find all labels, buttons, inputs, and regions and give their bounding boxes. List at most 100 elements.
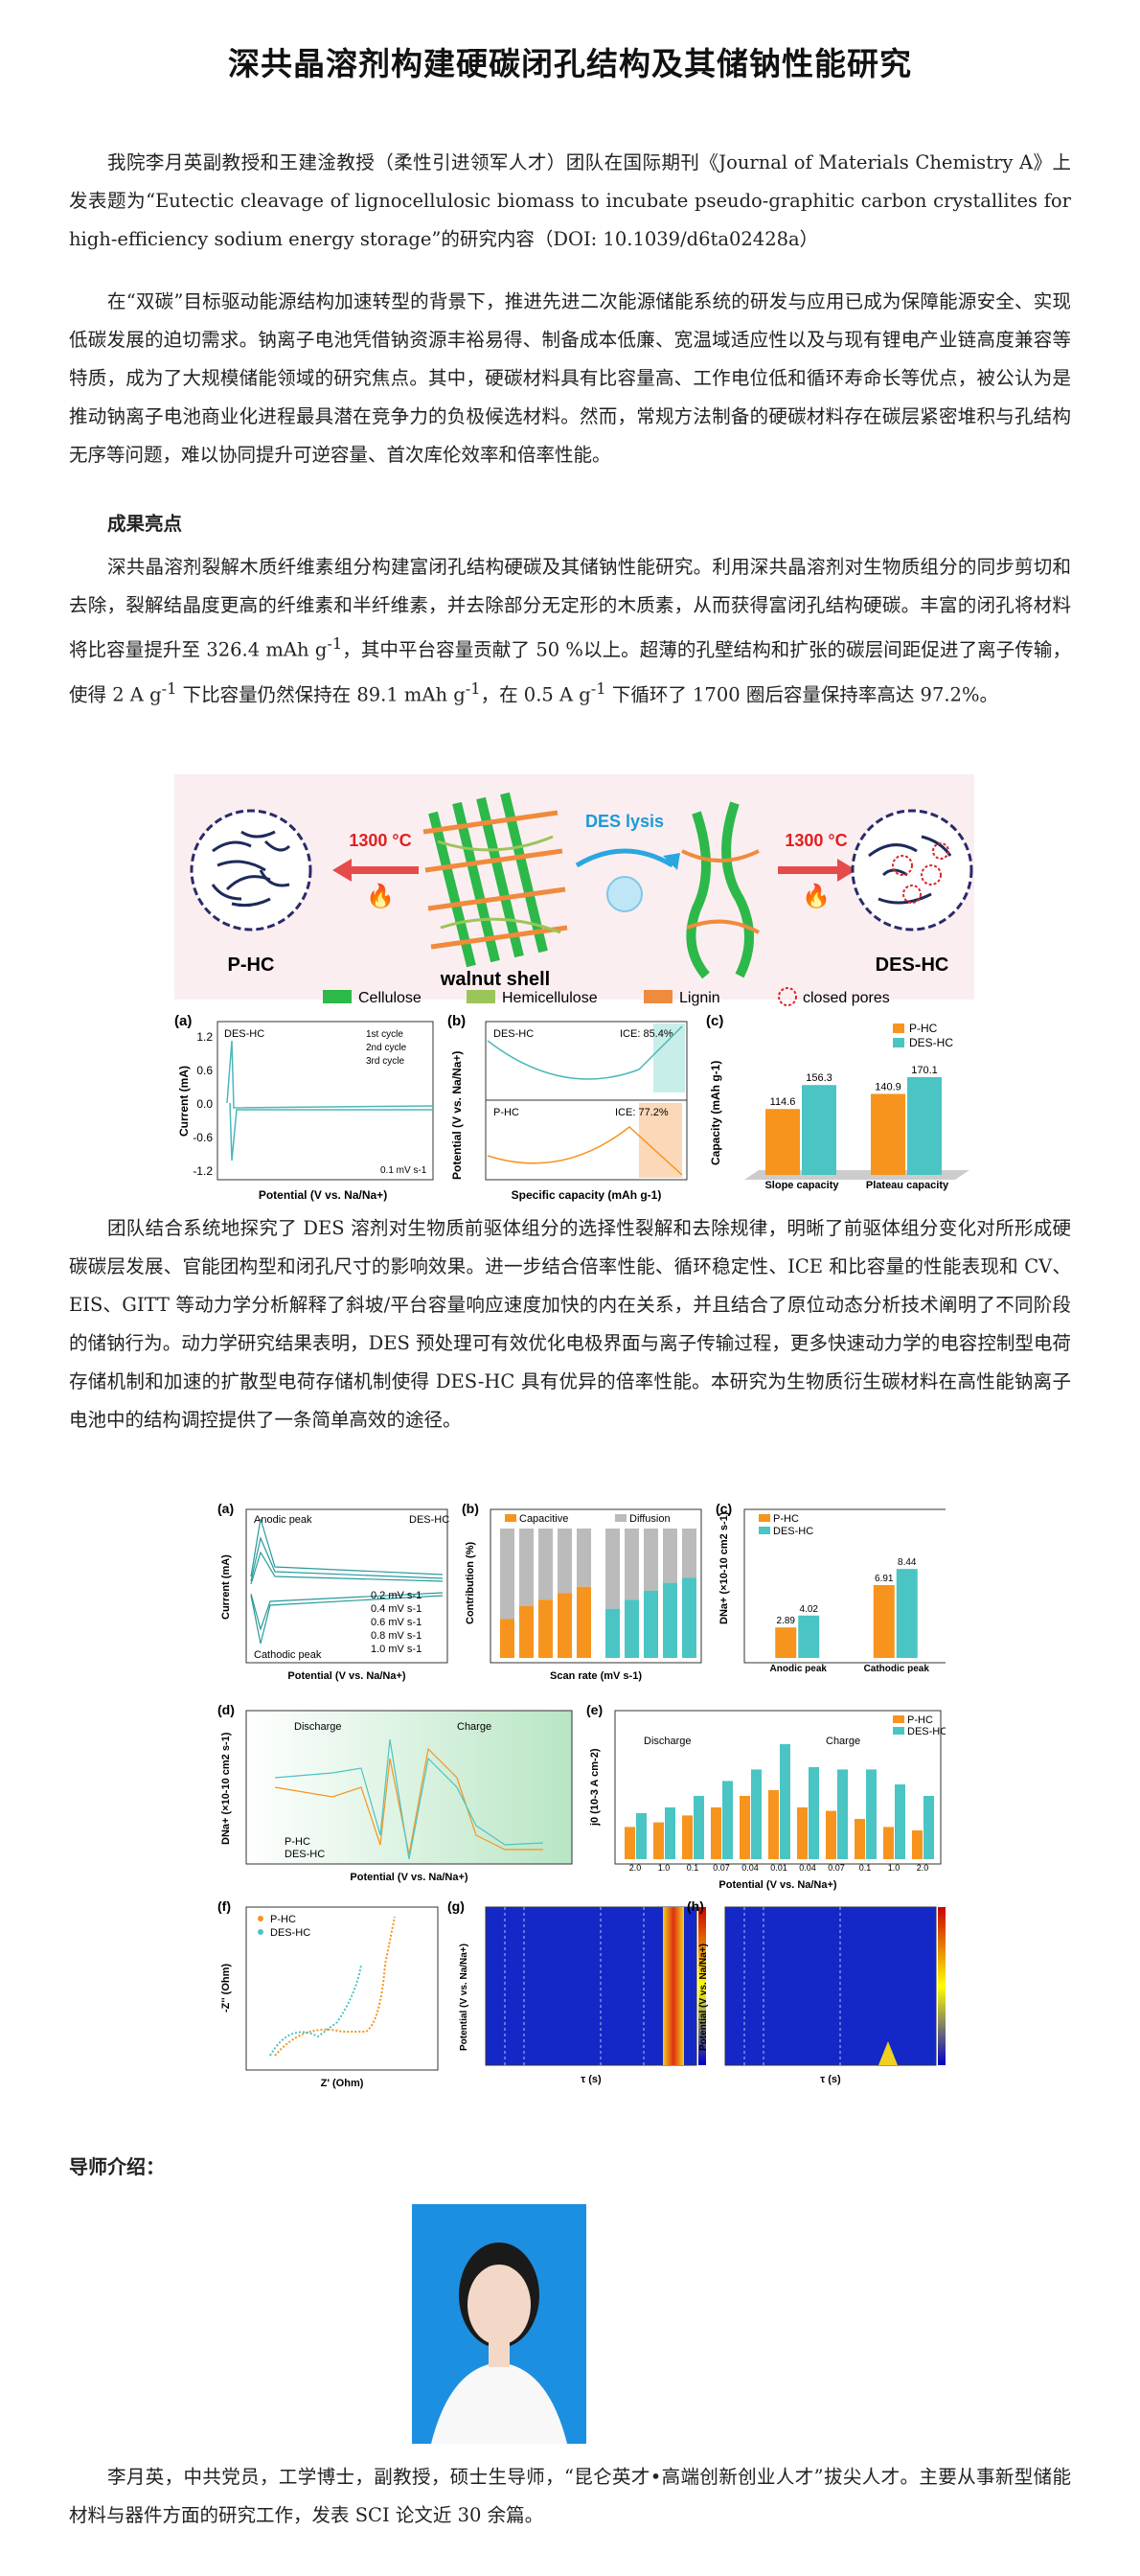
bar	[895, 1784, 905, 1859]
svg-text:Potential (V vs. Na/Na+): Potential (V vs. Na/Na+)	[450, 1051, 464, 1180]
svg-text:(a): (a)	[174, 1013, 192, 1029]
walnut-shell-illustration	[422, 792, 568, 968]
bar	[740, 1796, 750, 1859]
svg-text:τ (s): τ (s)	[581, 2074, 602, 2085]
svg-text:Potential (V vs. Na/Na+): Potential (V vs. Na/Na+)	[459, 1944, 469, 2051]
bar	[809, 1767, 819, 1859]
tick-label: 0.07	[713, 1863, 730, 1873]
svg-text:0.0: 0.0	[196, 1097, 213, 1111]
svg-text:1st cycle: 1st cycle	[366, 1029, 403, 1040]
diffusion-bar	[644, 1529, 658, 1591]
bar	[798, 1615, 820, 1658]
temp-left-label: 1300 °C	[349, 831, 411, 850]
bar	[775, 1627, 797, 1658]
fig2-e-bars: 2.0 1.0 0.1 0.07 0.04 0.01 0.04 0.07 0.1 1.0 2.0	[625, 1744, 934, 1873]
tick-label: 0.04	[799, 1863, 816, 1873]
intro-paragraph: 我院李月英副教授和王建淦教授（柔性引进领军人才）团队在国际期刊《Journal …	[69, 151, 1071, 250]
capacitive-bar	[625, 1599, 639, 1658]
svg-text:Capacitive: Capacitive	[519, 1513, 568, 1525]
svg-text:(a): (a)	[217, 1501, 234, 1516]
droplet-icon	[606, 876, 643, 912]
category-label: Plateau capacity	[866, 1180, 949, 1191]
fig1-c-bars: 114.6 156.3 Slope capacity 140.9 170.1 Platea…	[764, 1065, 949, 1191]
diffusion-bar	[663, 1529, 677, 1583]
mentor-heading: 导师介绍：	[69, 2155, 165, 2178]
highlight-paragraph: 深共晶溶剂裂解木质纤维素组分构建富闭孔结构硬碳及其储钠性能研究。利用深共晶溶剂对…	[69, 556, 1071, 705]
bar	[923, 1796, 934, 1859]
svg-text:(b): (b)	[447, 1013, 466, 1029]
des-hc-illustration	[851, 809, 973, 932]
svg-text:P-HC: P-HC	[907, 1714, 933, 1726]
bar	[722, 1781, 733, 1859]
bar-value-label: 170.1	[911, 1065, 938, 1076]
svg-text:DES-HC: DES-HC	[409, 1514, 449, 1526]
bar	[855, 1819, 865, 1859]
bar	[682, 1815, 693, 1859]
bar	[665, 1807, 675, 1859]
bar	[883, 1827, 894, 1859]
highlight-heading: 成果亮点	[107, 513, 183, 535]
diffusion-bar	[625, 1529, 639, 1600]
svg-text:Discharge: Discharge	[294, 1721, 342, 1733]
svg-text:(h): (h)	[687, 1898, 704, 1914]
svg-text:Potential (V vs. Na/Na+): Potential (V vs. Na/Na+)	[287, 1670, 406, 1682]
svg-text:closed pores: closed pores	[803, 990, 890, 1006]
p-hc-label: P-HC	[228, 954, 275, 976]
diffusion-bar	[605, 1529, 620, 1609]
svg-text:0.1 mV s-1: 0.1 mV s-1	[380, 1165, 427, 1176]
bar-value-label: 114.6	[770, 1096, 796, 1108]
svg-text:DES-HC: DES-HC	[493, 1028, 534, 1040]
diffusion-bar	[500, 1529, 514, 1620]
fig2-panel-c: (c) P-HC DES-HC 2.89 4.02 Anodic peak 6.91 8…	[716, 1501, 946, 1674]
svg-text:DNa+ (×10-10 cm2 s-1): DNa+ (×10-10 cm2 s-1)	[220, 1732, 232, 1845]
bar	[912, 1830, 923, 1859]
bar	[873, 1584, 895, 1658]
figure-1: P-HC 1300 °C 🔥 walnut shell DES lysis	[174, 774, 974, 1206]
svg-text:2nd cycle: 2nd cycle	[366, 1043, 407, 1053]
svg-text:P-HC: P-HC	[493, 1107, 519, 1118]
bar	[768, 1790, 779, 1859]
svg-text:DES-HC: DES-HC	[224, 1028, 264, 1040]
svg-text:Cellulose: Cellulose	[358, 990, 422, 1006]
bar-value-label: 2.89	[777, 1616, 796, 1626]
bar	[625, 1827, 635, 1859]
svg-text:Potential (V vs. Na/Na+): Potential (V vs. Na/Na+)	[350, 1872, 468, 1883]
capacitive-bar	[605, 1608, 620, 1658]
analysis-paragraph: 团队结合系统地探究了 DES 溶剂对生物质前驱体组分的选择性裂解和去除规律，明晰…	[69, 1217, 1071, 1431]
svg-text:Hemicellulose: Hemicellulose	[502, 990, 598, 1006]
bar-value-label: 6.91	[875, 1574, 894, 1584]
fig2-c-bars: 2.89 4.02 Anodic peak 6.91 8.44 Cathodic peak	[770, 1557, 930, 1674]
svg-text:0.8 mV s-1: 0.8 mV s-1	[371, 1630, 422, 1642]
svg-text:P-HC: P-HC	[773, 1513, 799, 1525]
bar	[907, 1076, 942, 1175]
category-label: Slope capacity	[764, 1180, 839, 1191]
svg-text:(f): (f)	[217, 1898, 231, 1914]
svg-text:-1.2: -1.2	[193, 1164, 213, 1178]
svg-text:ICE: 77.2%: ICE: 77.2%	[615, 1107, 669, 1118]
svg-text:1.0 mV s-1: 1.0 mV s-1	[371, 1644, 422, 1655]
bar	[711, 1807, 721, 1859]
des-hc-label: DES-HC	[876, 954, 949, 976]
svg-text:Z' (Ohm): Z' (Ohm)	[321, 2078, 364, 2089]
bar	[751, 1769, 762, 1859]
fig2-panel-h: (h) τ (s) Potential (V vs. Na/Na+)	[687, 1898, 946, 2085]
fig2-panel-d: (d) Discharge Charge P-HC DES-HC Potenti…	[217, 1702, 573, 1883]
des-lysis-label: DES lysis	[585, 812, 664, 831]
bar	[896, 1569, 918, 1658]
svg-text:-Z'' (Ohm): -Z'' (Ohm)	[220, 1964, 232, 2012]
tick-label: 0.1	[687, 1863, 699, 1873]
svg-text:Lignin: Lignin	[679, 990, 720, 1006]
svg-text:Potential (V vs. Na/Na+): Potential (V vs. Na/Na+)	[698, 1944, 709, 2051]
flame-icon-right: 🔥	[802, 883, 831, 909]
svg-text:Diffusion: Diffusion	[629, 1513, 671, 1525]
svg-text:Anodic peak: Anodic peak	[254, 1514, 312, 1526]
fig1-panel-c: (c) P-HC DES-HC 114.6 156.3 Slope capacity…	[706, 1013, 969, 1191]
svg-text:ICE: 85.4%: ICE: 85.4%	[620, 1028, 673, 1040]
flame-icon-left: 🔥	[366, 883, 395, 909]
capacitive-bar	[644, 1590, 658, 1658]
svg-text:Discharge: Discharge	[644, 1736, 692, 1747]
capacitive-bar	[558, 1593, 572, 1658]
category-label: Cathodic peak	[864, 1664, 930, 1674]
svg-text:P-HC: P-HC	[270, 1914, 296, 1925]
svg-text:Current (mA): Current (mA)	[177, 1066, 191, 1137]
